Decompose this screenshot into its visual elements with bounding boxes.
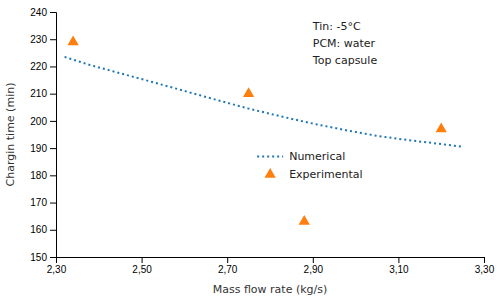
annotation: Tin: -5°C PCM: water Top capsule: [312, 20, 378, 67]
tick-label: 220: [30, 61, 47, 72]
tick-mark: [50, 12, 56, 13]
tick: 230: [30, 34, 56, 45]
tick-mark: [227, 257, 228, 263]
tick-label: 2,90: [304, 264, 324, 275]
tick-mark: [50, 175, 56, 176]
tick-label: 2,50: [132, 264, 152, 275]
y-axis: 150 160 170 180 190 200 210 220 230 240: [30, 7, 56, 263]
tick-mark: [313, 257, 314, 263]
tick-mark: [50, 230, 56, 231]
tick: 240: [30, 7, 56, 18]
tick: 3,10: [389, 257, 409, 275]
tick-mark: [142, 257, 143, 263]
tick-label: 2,70: [218, 264, 238, 275]
tick: 220: [30, 61, 56, 72]
tick: 160: [30, 224, 56, 235]
tick-label: 170: [30, 197, 47, 208]
point: [436, 123, 447, 133]
tick-mark: [50, 148, 56, 149]
tick: 180: [30, 170, 56, 181]
legend-label: Numerical: [289, 150, 345, 163]
tick: 2,90: [304, 257, 324, 275]
tick: 3,30: [475, 257, 495, 275]
tick-label: 3,10: [389, 264, 409, 275]
axis-line: [50, 13, 57, 258]
tick-label: 3,30: [475, 264, 495, 275]
legend-item: Numerical: [257, 150, 345, 163]
tick: 2,30: [47, 257, 67, 275]
tick-label: 200: [30, 116, 47, 127]
legend-label: Experimental: [289, 168, 362, 181]
point: [243, 87, 254, 97]
x-axis-title: Mass flow rate (kg/s): [213, 283, 328, 296]
annotation-line: PCM: water: [313, 37, 376, 50]
x-axis: 2,30 2,50 2,70 2,90 3,10 3,30: [47, 257, 495, 275]
legend-item: Experimental: [265, 168, 363, 181]
tick-label: 150: [30, 252, 47, 263]
legend-swatch: [265, 168, 276, 178]
tick-mark: [50, 39, 56, 40]
tick-mark: [50, 257, 56, 258]
tick: 2,50: [132, 257, 152, 275]
tick-mark: [484, 257, 485, 263]
annotation-line: Tin: -5°C: [312, 20, 361, 33]
tick-mark: [50, 203, 56, 204]
tick-mark: [50, 66, 56, 67]
tick: 190: [30, 143, 56, 154]
y-axis-title: Chargin time (min): [4, 83, 17, 187]
tick-mark: [398, 257, 399, 263]
tick-label: 190: [30, 143, 47, 154]
legend-swatch: [257, 156, 283, 158]
tick-label: 180: [30, 170, 47, 181]
tick: 150: [30, 252, 56, 263]
tick: 170: [30, 197, 56, 208]
tick-mark: [50, 121, 56, 122]
tick-label: 2,30: [47, 264, 67, 275]
tick-label: 210: [30, 88, 47, 99]
chart: 2,30 2,50 2,70 2,90 3,10 3,30 150 160 170 180 190 2…: [0, 0, 500, 301]
tick: 200: [30, 116, 56, 127]
plot: 2,30 2,50 2,70 2,90 3,10 3,30 150 160 170 180 190 2…: [30, 7, 494, 275]
tick: 2,70: [218, 257, 238, 275]
point: [299, 215, 310, 225]
tick-label: 160: [30, 224, 47, 235]
marks: [65, 35, 463, 224]
tick-label: 230: [30, 34, 47, 45]
point: [67, 35, 78, 45]
legend: Numerical Experimental: [257, 150, 362, 181]
tick: 210: [30, 88, 56, 99]
line: [65, 57, 463, 147]
annotation-line: Top capsule: [312, 54, 378, 67]
axis-line: [57, 258, 485, 264]
tick-label: 240: [30, 7, 47, 18]
tick-mark: [50, 94, 56, 95]
